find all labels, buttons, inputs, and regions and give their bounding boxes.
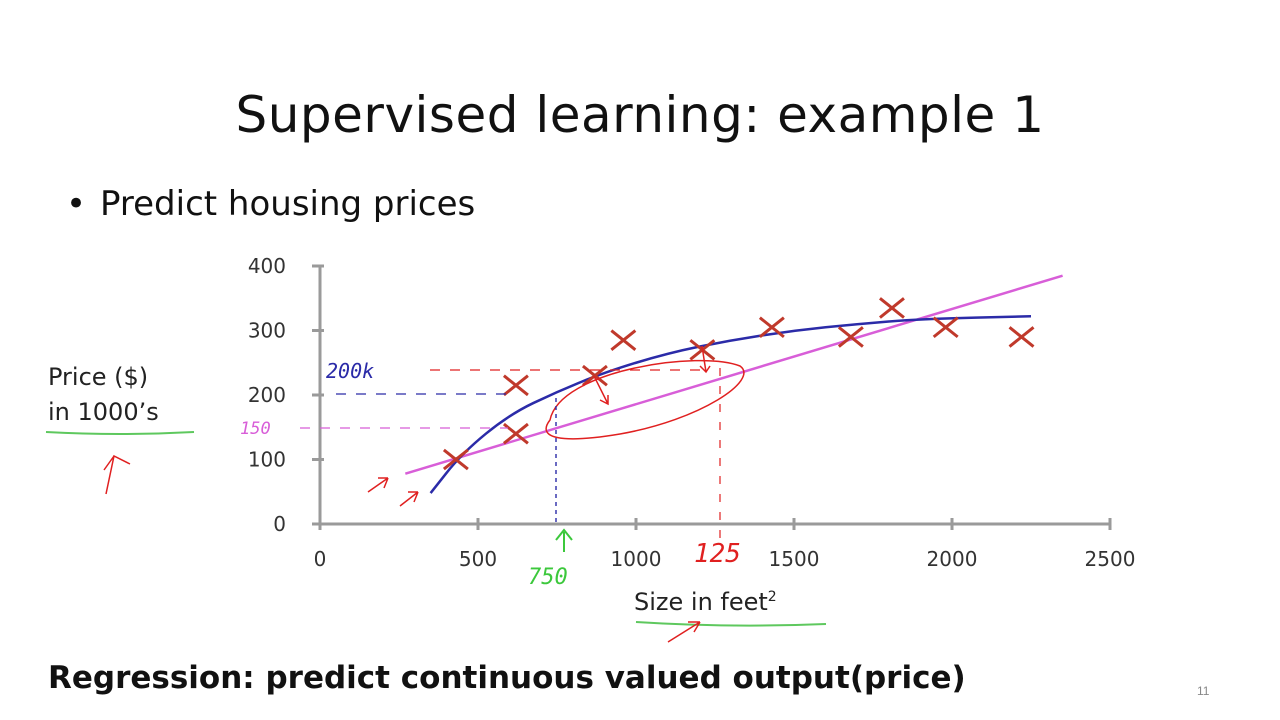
y-axis-label-line2: in 1000’s xyxy=(48,398,159,426)
y-tick-label: 400 xyxy=(248,254,286,278)
x-tick-label: 0 xyxy=(314,547,327,571)
underline-xlabel-green xyxy=(635,621,827,627)
bullet-dot-icon: • xyxy=(66,184,87,224)
x-axis-label: Size in feet2 xyxy=(634,588,777,616)
handwritten-750: 750 xyxy=(528,565,568,590)
data-point-x-marker xyxy=(502,374,529,397)
chart-tick-labels: 0 500 1000 1500 2000 2500 0 100 200 300 400 xyxy=(248,254,1136,571)
data-point-x-marker xyxy=(442,448,469,471)
y-tick-label: 200 xyxy=(248,383,286,407)
handwritten-200k: 200k xyxy=(326,359,374,383)
fit-line-curve xyxy=(429,315,1032,494)
data-point-stroke xyxy=(581,364,608,387)
arrow-xlabel-red xyxy=(667,621,701,643)
fit-line-straight xyxy=(404,274,1063,475)
data-point-x-marker xyxy=(879,297,905,319)
data-point-x-marker xyxy=(502,422,529,445)
data-point-x-marker xyxy=(837,326,864,348)
slide-footer: Regression: predict continuous valued ou… xyxy=(48,660,966,696)
page-number: 11 xyxy=(1197,684,1210,698)
bullet-item: • Predict housing prices xyxy=(66,184,475,224)
chart-axes xyxy=(312,264,1112,530)
arrow-fit-straight-red xyxy=(367,477,389,493)
circle-gap-red xyxy=(545,359,745,440)
bracket-error-red-2 xyxy=(699,345,711,374)
bullet-text: Predict housing prices xyxy=(100,184,476,224)
data-point-stroke xyxy=(879,297,905,319)
data-point-stroke xyxy=(502,422,529,445)
y-tick-label: 300 xyxy=(248,319,286,343)
slide-title: Supervised learning: example 1 xyxy=(235,86,1045,144)
data-point-stroke xyxy=(610,329,637,351)
data-point-x-marker xyxy=(932,316,959,339)
x-tick-label: 1000 xyxy=(611,547,662,571)
arrow-750-green xyxy=(555,528,573,552)
data-point-x-marker xyxy=(610,329,637,351)
chart-fit-lines xyxy=(404,274,1063,494)
y-axis-label: Price ($) in 1000’s xyxy=(48,360,159,430)
data-point-x-marker xyxy=(581,364,608,387)
x-axis-label-superscript: 2 xyxy=(767,589,777,605)
y-tick-label: 100 xyxy=(248,448,286,472)
data-point-stroke xyxy=(1008,326,1035,348)
data-point-stroke xyxy=(837,326,864,348)
x-tick-label: 1500 xyxy=(769,547,820,571)
data-point-stroke xyxy=(758,316,785,339)
handwritten-1250: 125 xyxy=(694,539,741,569)
data-point-x-marker xyxy=(1008,326,1035,348)
data-point-stroke xyxy=(932,316,959,339)
arrow-fit-curve-red xyxy=(399,491,419,507)
data-point-stroke xyxy=(502,374,529,397)
x-tick-label: 2500 xyxy=(1085,547,1136,571)
handwritten-annotations: 200k 150 750 125 xyxy=(45,345,827,643)
bracket-error-red-1 xyxy=(593,375,609,406)
x-axis-label-text: Size in feet xyxy=(634,588,768,616)
x-tick-label: 500 xyxy=(459,547,497,571)
underline-ylabel-green xyxy=(45,431,195,435)
data-point-stroke xyxy=(442,448,469,471)
y-axis-label-line1: Price ($) xyxy=(48,363,149,391)
x-tick-label: 2000 xyxy=(927,547,978,571)
arrow-ylabel-red xyxy=(103,454,131,495)
chart-data-points xyxy=(442,297,1035,471)
y-tick-label: 0 xyxy=(273,512,286,536)
data-point-x-marker xyxy=(758,316,785,339)
handwritten-150: 150 xyxy=(240,419,271,439)
